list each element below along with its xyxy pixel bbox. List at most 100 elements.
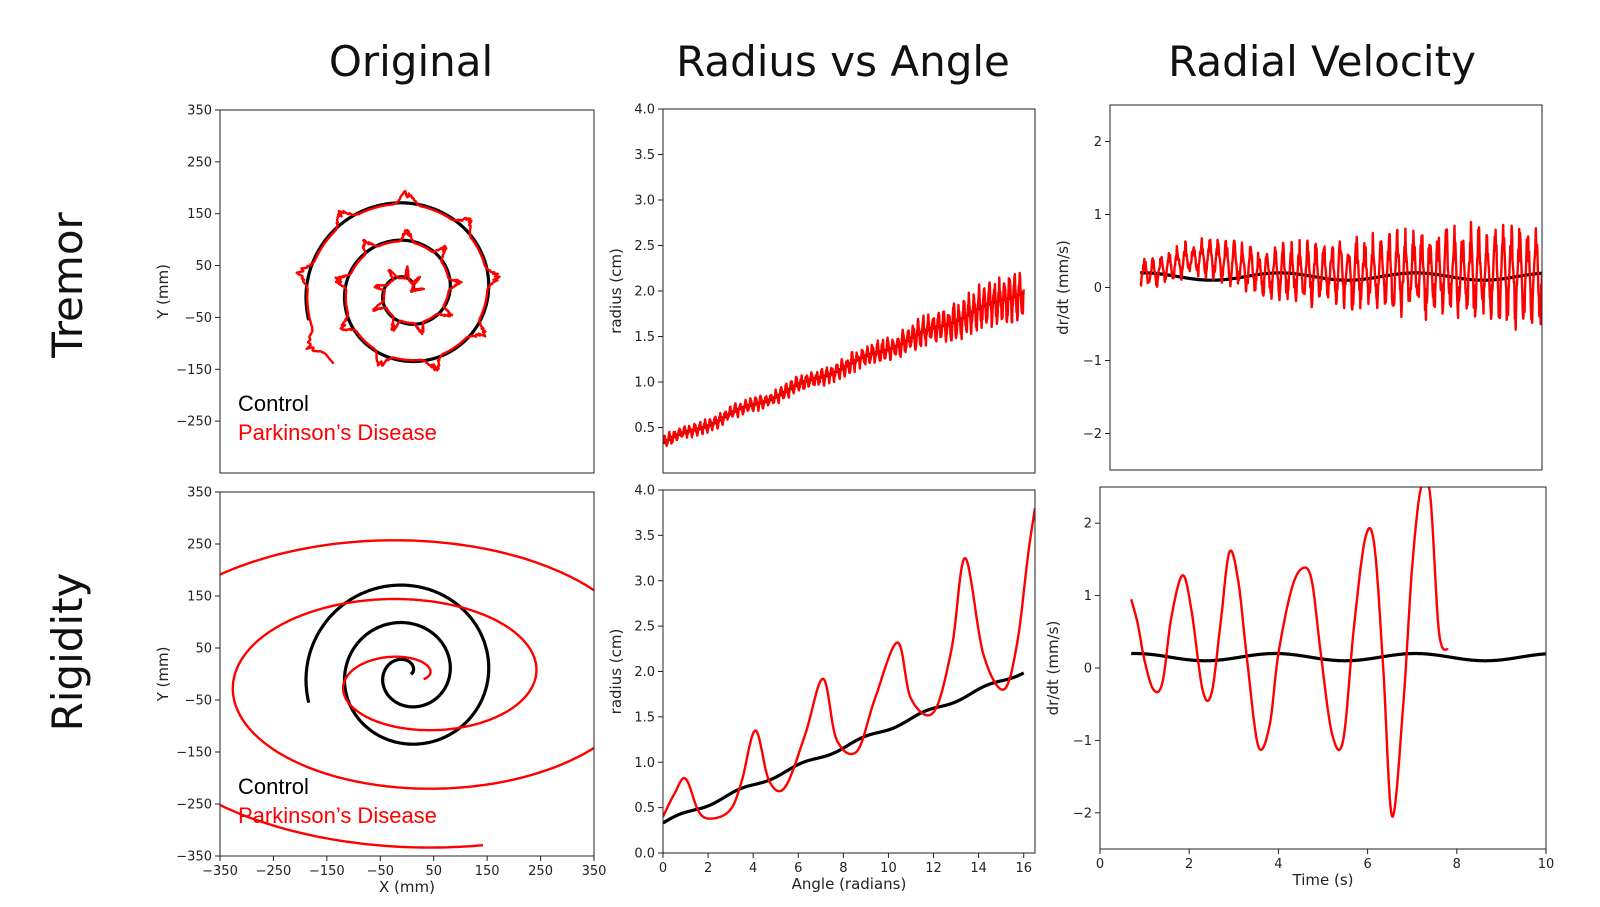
y-tick-label: 4.0 — [634, 103, 655, 118]
x-tick-label: 4 — [1274, 857, 1282, 872]
y-tick-label: 3.5 — [634, 148, 655, 163]
y-tick-label: 2.5 — [634, 239, 655, 254]
x-tick-label: 0 — [1096, 857, 1104, 872]
x-axis-label: Time (s) — [1292, 871, 1354, 889]
y-tick-label: −50 — [185, 694, 212, 709]
y-tick-label: 2.0 — [634, 285, 655, 300]
series-pd-line — [295, 189, 501, 372]
y-tick-label: −50 — [185, 311, 212, 326]
y-tick-label: −250 — [176, 415, 212, 430]
row-title-tremor: Tremor — [43, 211, 92, 358]
x-tick-label: −50 — [367, 864, 394, 879]
x-tick-label: 4 — [749, 861, 757, 876]
x-tick-label: 6 — [794, 861, 802, 876]
y-tick-label: 3.0 — [634, 194, 655, 209]
y-tick-label: −2 — [1073, 806, 1092, 821]
y-tick-label: 150 — [187, 207, 212, 222]
x-tick-label: 50 — [425, 864, 442, 879]
x-tick-label: 16 — [1015, 861, 1032, 876]
y-axis-label: Y (mm) — [154, 647, 172, 703]
panel-rigidity-original: 350 250 150 50 −50 −150 −250 −350−350 −250 −150 −5… — [154, 486, 607, 897]
y-tick-label: 150 — [187, 590, 212, 605]
y-axis-label: radius (cm) — [607, 248, 625, 334]
panel-tremor-velocity: 2 1 0 −1 −2 dr/dt (mm/s) — [1054, 104, 1543, 471]
y-tick-label: 0 — [1094, 281, 1102, 296]
y-tick-label: 1.5 — [634, 330, 655, 345]
y-axis-label: radius (cm) — [607, 629, 625, 715]
y-tick-label: 2 — [1094, 135, 1102, 150]
x-tick-label: 2 — [1185, 857, 1193, 872]
y-tick-label: 0.5 — [634, 801, 655, 816]
y-tick-label: 50 — [195, 259, 212, 274]
x-tick-label: 8 — [1453, 857, 1461, 872]
y-tick-label: −2 — [1083, 427, 1102, 442]
y-tick-label: −1 — [1083, 354, 1102, 369]
y-tick-label: 1.0 — [634, 376, 655, 391]
y-tick-label: 1.5 — [634, 710, 655, 725]
y-axis-label: dr/dt (mm/s) — [1054, 240, 1072, 335]
y-tick-label: −250 — [176, 798, 212, 813]
y-tick-label: 3.5 — [634, 529, 655, 544]
x-tick-label: 14 — [970, 861, 987, 876]
column-title-original: Original — [329, 37, 493, 86]
y-tick-label: 2.0 — [634, 665, 655, 680]
y-tick-label: −150 — [176, 363, 212, 378]
y-tick-label: 350 — [187, 104, 212, 119]
series-control-line — [1139, 271, 1542, 282]
x-tick-label: 10 — [1538, 857, 1555, 872]
y-tick-label: 250 — [187, 538, 212, 553]
x-tick-label: 10 — [880, 861, 897, 876]
y-tick-label: 4.0 — [634, 484, 655, 499]
series-pd-line — [220, 539, 594, 849]
x-tick-label: −150 — [309, 864, 345, 879]
legend-entry-control: Control — [238, 774, 309, 799]
panel-rigidity-radius: 0.0 0.5 1.0 1.5 2.0 2.5 3.0 3.5 4.0 0 2 4 6 8 10 12 14 16… — [607, 484, 1036, 893]
column-title-radial-velocity: Radial Velocity — [1168, 37, 1476, 86]
series-pd-line — [1130, 487, 1449, 818]
panel-tremor-radius: 0.5 1.0 1.5 2.0 2.5 3.0 3.5 4.0 radius (cm) — [607, 103, 1036, 474]
y-axis-label: dr/dt (mm/s) — [1044, 621, 1062, 716]
column-title-radius-vs-angle: Radius vs Angle — [676, 37, 1010, 86]
y-tick-label: 1 — [1094, 208, 1102, 223]
x-tick-label: −250 — [256, 864, 292, 879]
x-tick-label: 6 — [1363, 857, 1371, 872]
y-tick-label: 50 — [195, 642, 212, 657]
y-tick-label: 2 — [1084, 517, 1092, 532]
y-tick-label: 3.0 — [634, 574, 655, 589]
plot-frame — [219, 109, 595, 474]
y-tick-label: 350 — [187, 486, 212, 501]
series-pd-line — [663, 508, 1035, 820]
row-title-rigidity: Rigidity — [43, 573, 92, 732]
plot-frame — [662, 489, 1036, 854]
x-axis-label: Angle (radians) — [792, 875, 907, 893]
x-tick-label: 0 — [659, 861, 667, 876]
x-tick-label: 150 — [475, 864, 500, 879]
x-axis-label: X (mm) — [379, 878, 435, 896]
y-tick-label: 0.5 — [634, 421, 655, 436]
series-pd-line — [1139, 220, 1542, 331]
y-tick-label: 0 — [1084, 662, 1092, 677]
y-axis-label: Y (mm) — [154, 264, 172, 320]
x-tick-label: 2 — [704, 861, 712, 876]
panel-tremor-original: 350 250 150 50 −50 −150 −250 Y (mm) Control Parki… — [154, 104, 595, 474]
x-tick-label: 250 — [528, 864, 553, 879]
series-pd-line — [663, 271, 1025, 447]
y-tick-label: −150 — [176, 746, 212, 761]
legend-entry-control: Control — [238, 391, 309, 416]
x-tick-label: 350 — [582, 864, 607, 879]
y-tick-label: −350 — [176, 850, 212, 865]
plot-frame — [219, 491, 595, 857]
y-tick-label: 2.5 — [634, 620, 655, 635]
y-tick-label: 1.0 — [634, 756, 655, 771]
x-tick-label: 8 — [839, 861, 847, 876]
y-tick-label: 0.0 — [634, 847, 655, 862]
legend-entry-pd: Parkinson’s Disease — [238, 803, 437, 828]
y-tick-label: 1 — [1084, 589, 1092, 604]
y-tick-label: 250 — [187, 155, 212, 170]
x-tick-label: 12 — [925, 861, 942, 876]
series-control-line — [1130, 651, 1546, 663]
y-tick-label: −1 — [1073, 734, 1092, 749]
series-control-line — [663, 671, 1025, 825]
